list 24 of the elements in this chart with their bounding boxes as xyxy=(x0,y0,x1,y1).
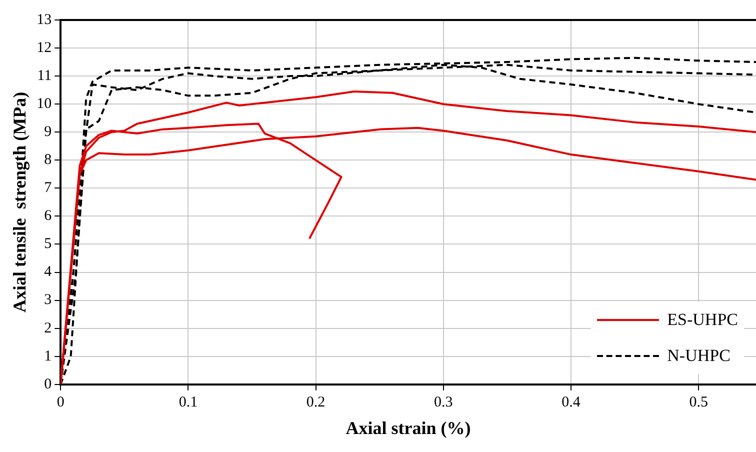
legend-label: ES-UHPC xyxy=(667,310,738,330)
y-tick-label: 5 xyxy=(44,236,52,252)
x-tick-label: 0.3 xyxy=(434,394,453,410)
y-tick-label: 11 xyxy=(37,68,52,84)
y-tick-label: 0 xyxy=(44,376,52,392)
y-tick-label: 10 xyxy=(36,96,52,112)
y-tick-label: 4 xyxy=(44,264,52,280)
y-tick-label: 9 xyxy=(44,124,52,140)
x-tick-label: 0.4 xyxy=(562,394,581,410)
y-tick-label: 6 xyxy=(44,208,52,224)
x-tick-label: 0.1 xyxy=(178,394,198,410)
x-tick-label: 0 xyxy=(56,394,64,410)
y-tick-label: 3 xyxy=(44,292,52,308)
y-tick-label: 13 xyxy=(36,12,52,28)
y-tick-label: 12 xyxy=(36,40,52,56)
y-tick-label: 1 xyxy=(44,348,52,364)
y-axis-title: Axial tensile strength (MPa) xyxy=(9,92,30,313)
y-tick-label: 8 xyxy=(44,152,52,168)
x-tick-label: 0.5 xyxy=(689,394,708,410)
legend-label: N-UHPC xyxy=(667,346,730,366)
x-axis-title: Axial strain (%) xyxy=(346,418,471,438)
x-tick-label: 0.2 xyxy=(306,394,326,410)
y-tick-label: 2 xyxy=(44,320,52,336)
y-tick-label: 7 xyxy=(44,180,52,196)
